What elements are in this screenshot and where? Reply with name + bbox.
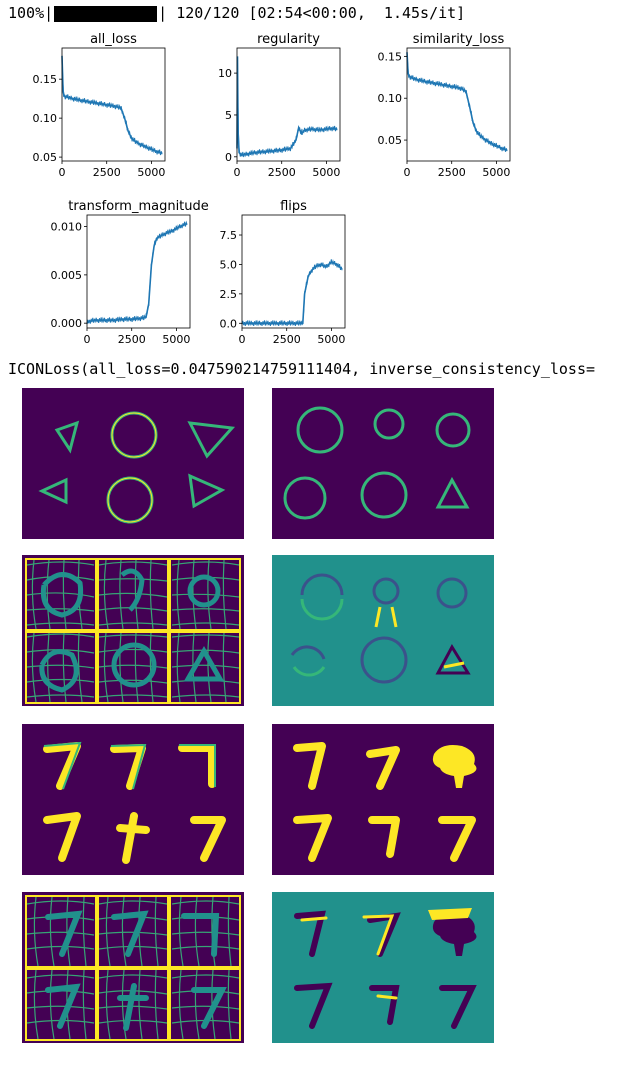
- plot-all-loss: all_loss 0 2500 5000 0.05 0.10 0.15: [10, 28, 170, 188]
- series-noise: [406, 53, 508, 152]
- plot-title: regularity: [257, 32, 320, 47]
- plot-title: all_loss: [90, 32, 137, 47]
- image-digits-fixed: [272, 724, 494, 875]
- x-tick-label: 2500: [118, 333, 146, 346]
- y-tick-label: 0.0: [220, 317, 238, 330]
- x-tick-label: 0: [404, 166, 411, 179]
- plot-similarity-loss: similarity_loss 0 2500 5000 0.05 0.10 0.15: [355, 28, 515, 188]
- plot-frame: [61, 47, 166, 162]
- all-loss-chart: all_loss 0 2500 5000 0.05 0.10 0.15: [33, 32, 166, 179]
- image-digits-moving: [22, 724, 244, 875]
- x-tick-label: 0: [234, 166, 241, 179]
- plot-title: flips: [280, 199, 307, 214]
- similarity-loss-chart: similarity_loss 0 2500 5000 0.05 0.10 0.15: [378, 32, 511, 179]
- plot-title: similarity_loss: [413, 32, 505, 47]
- x-tick-label: 0: [59, 166, 66, 179]
- y-tick-label: 5.0: [220, 258, 238, 271]
- plot-frame: [406, 47, 511, 162]
- plot-transform-magnitude: transform_magnitude 0 2500 5000 0.000 0.005 0.…: [10, 195, 209, 355]
- y-tick-label: 5: [225, 109, 232, 122]
- image-shapes-warped-grid: [22, 555, 244, 706]
- y-tick-label: 0.10: [378, 92, 403, 105]
- progress-percent: 100%|: [8, 4, 54, 22]
- y-tick-label: 0.15: [378, 50, 403, 63]
- image-digits-difference: [272, 892, 494, 1043]
- plot-regularity: regularity 0 2500 5000 0 5 10: [200, 28, 345, 188]
- y-tick-label: 0.010: [51, 221, 83, 234]
- series-noise: [241, 259, 343, 327]
- transform-magnitude-chart: transform_magnitude 0 2500 5000 0.000 0.005 0.…: [51, 199, 209, 346]
- x-tick-label: 5000: [162, 333, 190, 346]
- series-line: [406, 52, 508, 151]
- plot-frame: [236, 47, 341, 162]
- x-tick-label: 0: [239, 333, 246, 346]
- image-digits-warped-grid: [22, 892, 244, 1043]
- series-noise: [86, 220, 188, 325]
- y-tick-label: 0: [225, 151, 232, 164]
- plot-title: transform_magnitude: [68, 199, 209, 214]
- x-tick-label: 5000: [312, 166, 340, 179]
- plot-flips: flips 0 2500 5000 0.0 2.5 5.0 7.5: [190, 195, 350, 355]
- series-noise: [61, 56, 163, 156]
- x-tick-label: 2500: [268, 166, 296, 179]
- flips-chart: flips 0 2500 5000 0.0 2.5 5.0 7.5: [220, 199, 346, 346]
- y-tick-label: 0.10: [33, 112, 58, 125]
- series-line: [61, 55, 163, 154]
- x-tick-label: 0: [84, 333, 91, 346]
- y-tick-label: 0.005: [51, 269, 83, 282]
- plot-frame: [86, 214, 191, 329]
- progress-bar-fill: [54, 5, 158, 22]
- y-tick-label: 7.5: [220, 229, 238, 242]
- y-tick-label: 10: [218, 67, 232, 80]
- y-tick-label: 0.05: [378, 134, 403, 147]
- x-tick-label: 5000: [482, 166, 510, 179]
- image-shapes-difference: [272, 555, 494, 706]
- y-tick-label: 0.000: [51, 317, 83, 330]
- y-tick-label: 0.05: [33, 151, 58, 164]
- x-tick-label: 2500: [93, 166, 121, 179]
- y-tick-label: 2.5: [220, 288, 238, 301]
- image-shapes-fixed: [272, 388, 494, 539]
- y-tick-label: 0.15: [33, 73, 58, 86]
- x-tick-label: 2500: [438, 166, 466, 179]
- series-line: [236, 56, 338, 156]
- series-line: [86, 222, 188, 324]
- regularity-chart: regularity 0 2500 5000 0 5 10: [218, 32, 341, 179]
- plot-frame: [241, 214, 346, 329]
- image-shapes-moving: [22, 388, 244, 539]
- progress-bar-output: 100%| | 120/120 [02:54<00:00, 1.45s/it]: [8, 2, 465, 24]
- x-tick-label: 5000: [137, 166, 165, 179]
- x-tick-label: 2500: [273, 333, 301, 346]
- series-line: [242, 261, 343, 325]
- progress-status: | 120/120 [02:54<00:00, 1.45s/it]: [158, 4, 466, 22]
- result-output-text: ICONLoss(all_loss=0.047590214759111404, …: [8, 360, 595, 378]
- series-noise: [236, 95, 338, 158]
- x-tick-label: 5000: [317, 333, 345, 346]
